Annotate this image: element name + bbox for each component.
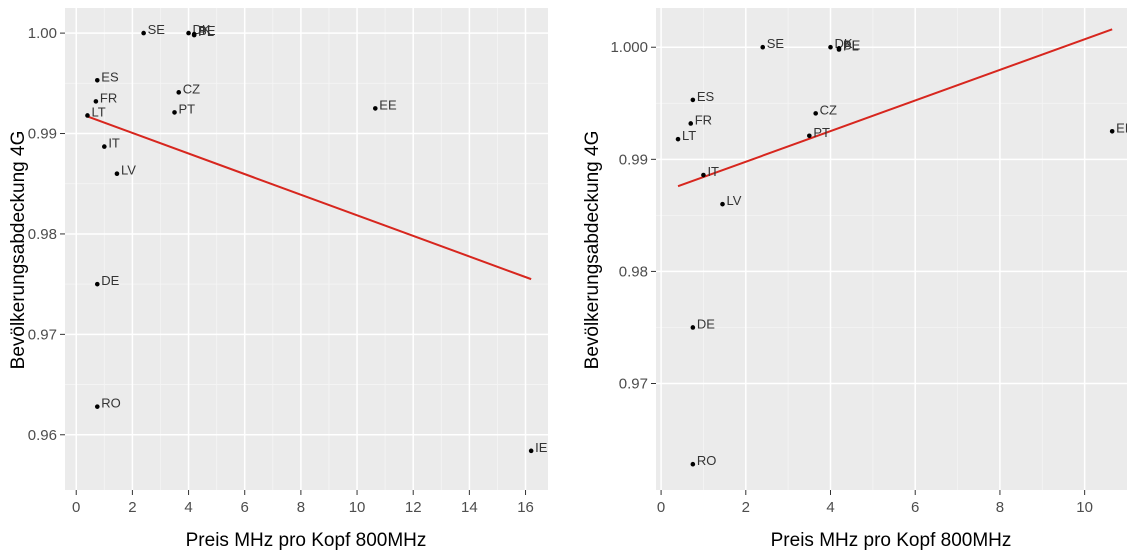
data-point-it [701,172,706,178]
x-tick-label: 6 [911,499,919,516]
y-tick-label: 0.99 [28,126,57,143]
x-tick-label: 2 [742,499,750,516]
point-label-se: SE [767,36,785,51]
point-label-ee: EE [1116,120,1127,135]
data-point-ee [372,106,378,111]
x-tick-label: 8 [297,499,305,516]
x-tick-label: 2 [128,499,136,516]
point-label-ee: EE [379,97,397,112]
x-tick-label: 4 [826,499,834,516]
point-label-be: BE [843,37,861,52]
point-label-pt: PT [179,101,196,116]
point-label-fr: FR [100,90,117,105]
data-point-ro [94,404,100,409]
plot-panel-background [65,8,548,490]
data-point-cz [176,90,182,95]
point-label-fr: FR [695,112,712,127]
point-label-lv: LV [726,193,741,208]
data-point-ie [528,448,534,454]
data-point-lt [675,136,681,142]
y-axis-title: Bevölkerungsabdeckung 4G [582,131,603,370]
data-point-lv [720,201,725,207]
point-label-ie: IE [535,440,548,455]
point-label-it: IT [707,164,719,179]
point-label-pt: PT [813,125,830,140]
data-point-lv [114,171,120,176]
point-label-ro: RO [697,453,717,468]
chart-panel-1: 0 2 4 6 8 10 12 14 160.960.970.980.991.00 SE DKPLB… [8,8,548,551]
x-tick-label: 12 [405,499,422,516]
point-label-cz: CZ [183,81,200,96]
point-label-be: BE [198,23,216,38]
y-tick-label: 1.00 [28,25,57,42]
x-axis-title: Preis MHz pro Kopf 800MHz [186,530,427,551]
x-tick-label: 4 [184,499,192,516]
x-tick-label: 8 [996,499,1004,516]
data-point-se [760,44,766,50]
point-label-lt: LT [91,104,105,119]
y-axis-title: Bevölkerungsabdeckung 4G [8,131,29,370]
point-label-es: ES [697,89,715,104]
x-tick-label: 0 [657,499,665,516]
data-point-dk [828,44,833,50]
point-label-de: DE [101,273,119,288]
y-tick-label: 0.98 [619,263,648,280]
data-point-fr [688,121,694,126]
data-point-ro [690,461,696,467]
y-tick-label: 0.97 [28,326,57,343]
point-label-ro: RO [101,396,121,411]
x-tick-label: 6 [241,499,249,516]
data-point-it [102,144,107,149]
y-tick-label: 0.98 [28,226,57,243]
data-point-pt [172,110,177,115]
point-label-de: DE [697,316,715,331]
regression-line [87,115,532,281]
data-point-pt [807,133,812,139]
point-label-cz: CZ [820,102,837,117]
data-point-dk [186,30,191,36]
y-tick-label: 0.99 [619,151,648,168]
data-point-be [836,46,842,51]
point-label-pl: PL [198,24,214,39]
x-axis-title: Preis MHz pro Kopf 800MHz [771,530,1012,551]
point-label-pl: PL [843,38,859,53]
chart-panel-2: 0 2 4 6 8 100.970.980.991.000 SE DKPLBEESFRLTCZ… [582,8,1127,551]
data-point-de [94,281,100,287]
x-tick-label: 0 [72,499,80,516]
data-point-se [141,30,146,36]
data-point-es [690,97,696,103]
point-label-dk: DK [193,22,211,37]
regression-line [677,28,1113,188]
y-tick-label: 0.97 [619,376,648,393]
x-tick-label: 16 [517,499,534,516]
data-point-es [94,78,100,83]
data-point-de [690,325,696,330]
x-tick-label: 10 [349,499,366,516]
plot-panel-background [656,8,1127,490]
point-label-se: SE [148,22,166,37]
data-point-fr [93,99,99,104]
y-tick-label: 0.96 [28,427,57,444]
data-point-lt [85,113,90,118]
data-point-cz [813,111,818,116]
point-label-it: IT [108,136,120,151]
point-label-lv: LV [121,163,136,178]
data-point-be [191,31,197,37]
x-tick-label: 10 [1076,499,1093,516]
point-label-lt: LT [682,128,696,143]
point-label-es: ES [101,69,119,84]
data-point-ee [1109,129,1115,134]
y-tick-label: 1.000 [610,39,648,56]
x-tick-label: 14 [461,499,478,516]
